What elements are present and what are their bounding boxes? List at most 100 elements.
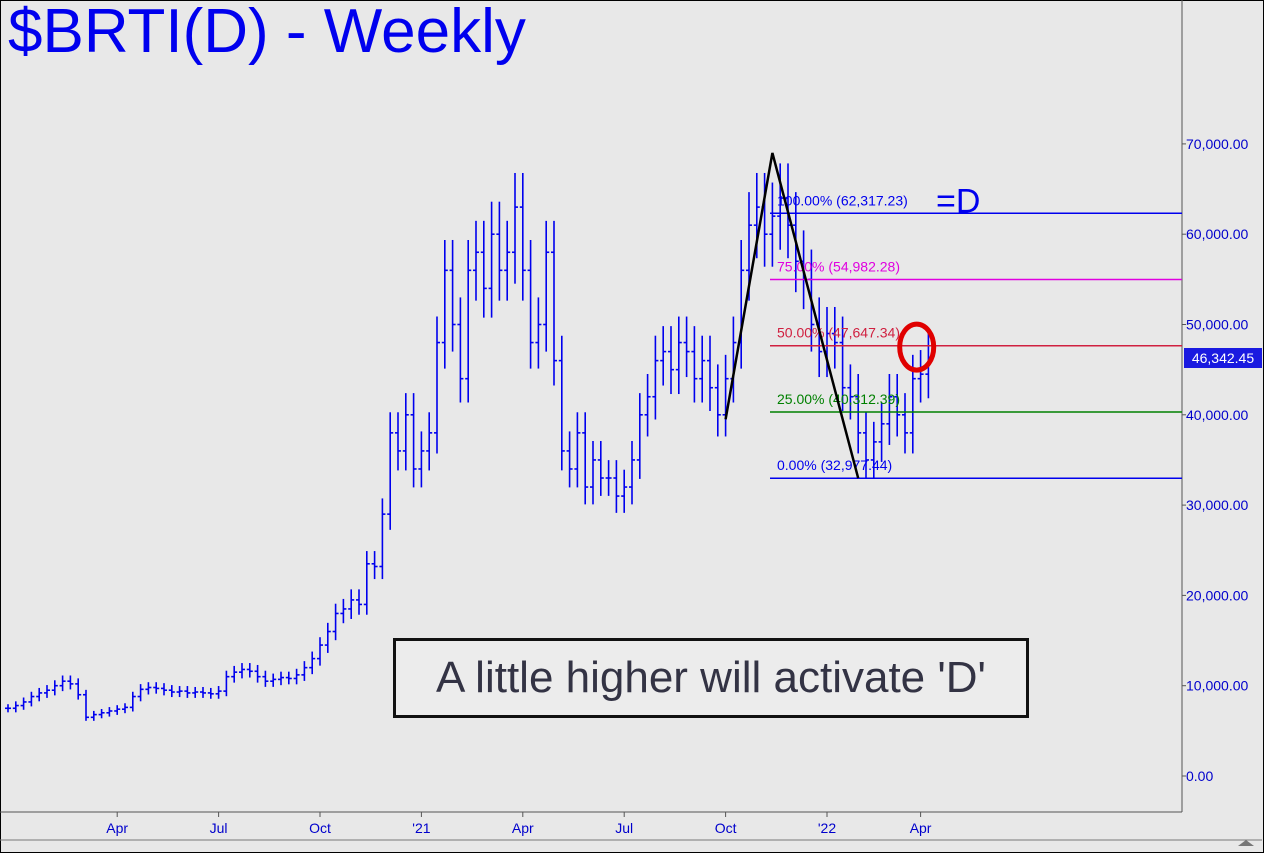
price-bar	[28, 691, 35, 707]
price-bar	[831, 306, 838, 369]
price-bar	[863, 412, 869, 479]
price-bar	[894, 373, 901, 437]
price-bar	[59, 675, 66, 692]
price-bar	[153, 682, 160, 694]
price-bar	[683, 316, 690, 378]
x-tick-label: Jul	[210, 820, 228, 836]
fib-label: 100.00% (62,317.23)	[777, 192, 908, 208]
price-bar	[106, 707, 113, 717]
price-bar	[714, 364, 721, 437]
price-bar	[114, 705, 121, 715]
price-bar	[699, 335, 706, 403]
fib-levels: 100.00% (62,317.23) =D 75.00% (54,982.28) 5…	[770, 182, 1182, 479]
price-bar	[122, 703, 128, 714]
y-tick-label: 70,000.00	[1186, 136, 1248, 152]
price-bar	[480, 220, 487, 318]
price-bar	[847, 364, 854, 420]
x-tick-label: '21	[412, 820, 430, 836]
price-bar	[51, 680, 58, 696]
x-tick-label: Jul	[615, 820, 633, 836]
price-bar	[582, 412, 589, 505]
price-bar	[12, 701, 19, 713]
price-bar	[410, 393, 417, 488]
price-bar	[652, 335, 659, 420]
price-bar	[262, 670, 269, 687]
y-tick-label: 40,000.00	[1186, 407, 1248, 423]
price-bar	[200, 686, 206, 698]
x-tick-label: Oct	[309, 820, 331, 836]
price-bar	[207, 687, 214, 699]
x-tick-label: '22	[818, 820, 836, 836]
price-bar	[317, 637, 323, 666]
price-bar	[168, 685, 175, 698]
chart-title: $BRTI(D) - Weekly	[8, 0, 526, 66]
price-bar	[340, 598, 347, 624]
price-bar	[644, 373, 651, 437]
price-bar	[402, 393, 409, 471]
x-tick-label: Apr	[910, 820, 932, 836]
price-bar	[5, 704, 11, 713]
last-price-badge: 46,342.45	[1184, 348, 1262, 368]
price-bar	[512, 172, 518, 284]
price-bar	[332, 603, 339, 641]
price-bar	[254, 664, 261, 683]
price-bar	[379, 498, 386, 580]
abcd-pattern	[724, 152, 937, 479]
price-bar	[504, 220, 511, 301]
price-bar	[558, 335, 565, 471]
price-bar	[636, 393, 643, 479]
price-bar	[239, 663, 245, 679]
price-bar	[223, 670, 230, 697]
price-bar	[668, 326, 674, 395]
price-bar	[691, 326, 698, 403]
price-bar	[231, 665, 238, 683]
price-bar	[660, 326, 667, 386]
price-bar	[363, 551, 370, 615]
price-bar	[621, 469, 628, 513]
scroll-arrow-icon	[1238, 840, 1254, 846]
price-bar	[90, 710, 97, 721]
y-tick-label: 0.00	[1186, 768, 1213, 784]
price-bar	[457, 297, 464, 403]
fib-label: 75.00% (54,982.28)	[777, 259, 900, 275]
price-bar	[426, 412, 433, 471]
price-bar	[75, 678, 82, 700]
price-bar	[886, 373, 893, 445]
x-tick-label: Oct	[715, 820, 737, 836]
price-bar	[192, 686, 199, 698]
price-bar	[278, 671, 284, 686]
price-bar	[285, 671, 292, 685]
price-bar	[543, 220, 550, 352]
price-bar	[707, 335, 713, 412]
y-tick-label: 50,000.00	[1186, 317, 1248, 333]
price-bar	[20, 697, 27, 710]
price-bar	[161, 683, 167, 696]
price-bar	[129, 691, 136, 712]
fib-target-label: =D	[936, 182, 980, 220]
target-circle	[897, 321, 937, 373]
x-tick-label: Apr	[106, 820, 128, 836]
price-bar	[293, 668, 300, 685]
price-bar	[675, 316, 682, 395]
y-tick-label: 60,000.00	[1186, 226, 1248, 242]
price-bar	[348, 589, 355, 619]
price-bar	[176, 686, 183, 698]
price-bar	[465, 239, 472, 403]
price-bar	[590, 440, 596, 505]
price-bar	[839, 316, 846, 412]
price-bar	[488, 201, 495, 318]
price-bar	[67, 675, 74, 690]
price-bar	[551, 220, 557, 386]
price-bar	[574, 412, 581, 488]
price-bar	[36, 687, 43, 702]
price-bar	[870, 421, 877, 479]
price-bar	[309, 651, 316, 675]
axis-ticks: 0.00 10,000.00 20,000.00 30,000.00 40,000.00…	[106, 136, 1248, 836]
price-bar	[395, 412, 401, 471]
price-bar	[184, 686, 191, 698]
price-bar	[527, 239, 534, 369]
price-bar	[371, 551, 378, 580]
price-bar	[356, 589, 362, 615]
